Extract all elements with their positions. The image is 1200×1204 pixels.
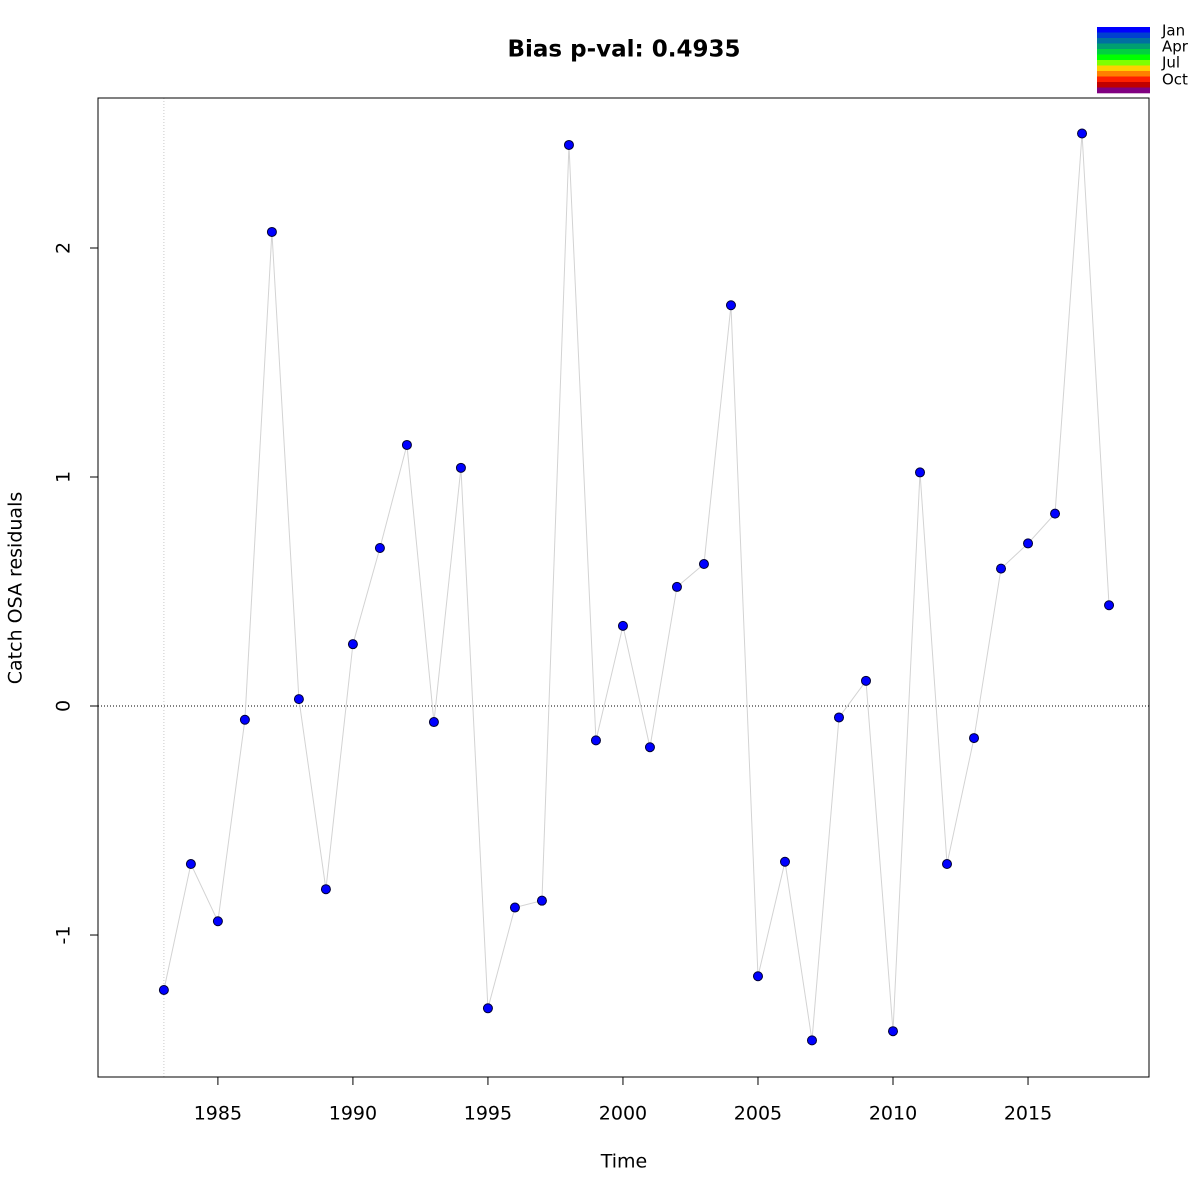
data-point — [185, 859, 196, 870]
data-point — [1050, 508, 1061, 519]
y-tick-label: 1 — [53, 471, 75, 483]
data-point — [617, 620, 628, 631]
data-point — [969, 733, 980, 744]
data-point — [1104, 600, 1115, 611]
data-point — [752, 971, 763, 982]
x-tick-label: 2010 — [869, 1103, 917, 1125]
data-point — [158, 984, 169, 995]
y-tick-label: -1 — [53, 926, 75, 945]
legend-swatch — [1097, 49, 1150, 55]
legend-swatch — [1097, 82, 1150, 88]
data-point — [347, 639, 358, 650]
data-point — [1077, 128, 1088, 139]
x-tick-label: 2000 — [599, 1103, 647, 1125]
data-point — [563, 139, 574, 150]
data-point — [644, 742, 655, 753]
data-point — [860, 675, 871, 686]
legend-label: Jul — [1161, 54, 1180, 72]
data-point — [212, 916, 223, 927]
y-axis-label: Catch OSA residuals — [5, 492, 27, 684]
series-line — [163, 133, 1110, 1041]
data-point — [779, 856, 790, 867]
legend-swatch — [1097, 27, 1150, 33]
x-tick-label: 1990 — [329, 1103, 377, 1125]
data-point — [509, 902, 520, 913]
legend-swatch — [1097, 71, 1150, 77]
data-point — [401, 439, 412, 450]
plot-frame — [97, 97, 1150, 1078]
legend-label: Oct — [1162, 71, 1188, 89]
data-point — [915, 467, 926, 478]
x-tick-label: 2005 — [734, 1103, 782, 1125]
x-tick-label: 2015 — [1004, 1103, 1052, 1125]
data-point — [1023, 538, 1034, 549]
legend-swatch — [1097, 54, 1150, 61]
legend-swatch — [1097, 32, 1150, 39]
legend-swatch — [1097, 87, 1150, 94]
data-point — [590, 735, 601, 746]
y-tick-label: 0 — [53, 700, 75, 712]
data-point — [428, 717, 439, 728]
data-point — [293, 694, 304, 705]
legend-swatch — [1097, 60, 1150, 66]
data-point — [239, 714, 250, 725]
legend-swatch — [1097, 65, 1150, 72]
data-point — [698, 559, 709, 570]
data-point — [888, 1026, 899, 1037]
data-point — [942, 859, 953, 870]
data-point — [266, 226, 277, 237]
legend-label: Apr — [1162, 38, 1189, 56]
data-point — [833, 712, 844, 723]
chart-title: Bias p-val: 0.4935 — [508, 37, 741, 63]
x-axis-label: Time — [600, 1151, 648, 1173]
data-point — [725, 300, 736, 311]
data-point — [806, 1035, 817, 1046]
data-point — [482, 1003, 493, 1014]
data-point — [455, 462, 466, 473]
data-point — [996, 563, 1007, 574]
data-point — [536, 895, 547, 906]
data-point — [320, 884, 331, 895]
data-point — [374, 542, 385, 553]
x-tick-label: 1995 — [464, 1103, 512, 1125]
legend-label: Jan — [1161, 22, 1185, 40]
legend-swatch — [1097, 76, 1150, 83]
y-tick-label: 2 — [53, 242, 75, 254]
legend-swatch — [1097, 38, 1150, 44]
x-tick-label: 1985 — [194, 1103, 242, 1125]
data-point — [671, 581, 682, 592]
legend-swatch — [1097, 43, 1150, 50]
